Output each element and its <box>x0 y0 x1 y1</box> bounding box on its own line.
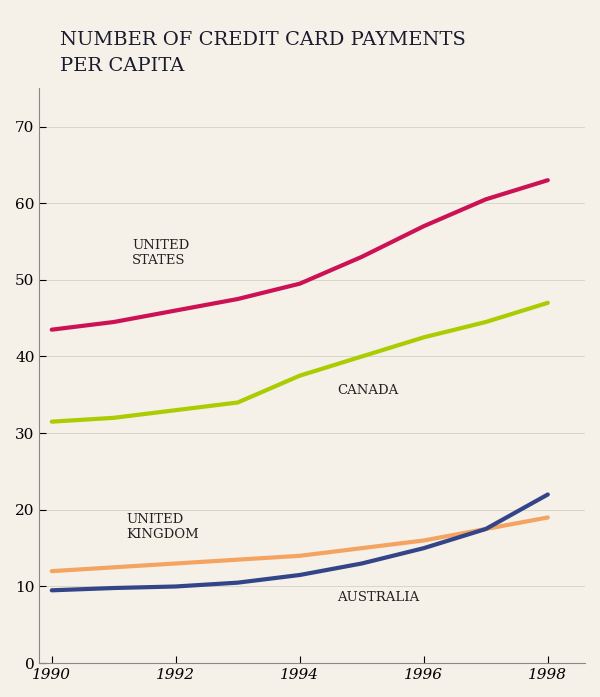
Text: AUSTRALIA: AUSTRALIA <box>337 592 419 604</box>
Text: NUMBER OF CREDIT CARD PAYMENTS: NUMBER OF CREDIT CARD PAYMENTS <box>60 31 466 49</box>
Text: PER CAPITA: PER CAPITA <box>60 57 184 75</box>
Text: UNITED
STATES: UNITED STATES <box>133 239 190 267</box>
Text: CANADA: CANADA <box>337 385 398 397</box>
Text: UNITED
KINGDOM: UNITED KINGDOM <box>126 513 199 541</box>
